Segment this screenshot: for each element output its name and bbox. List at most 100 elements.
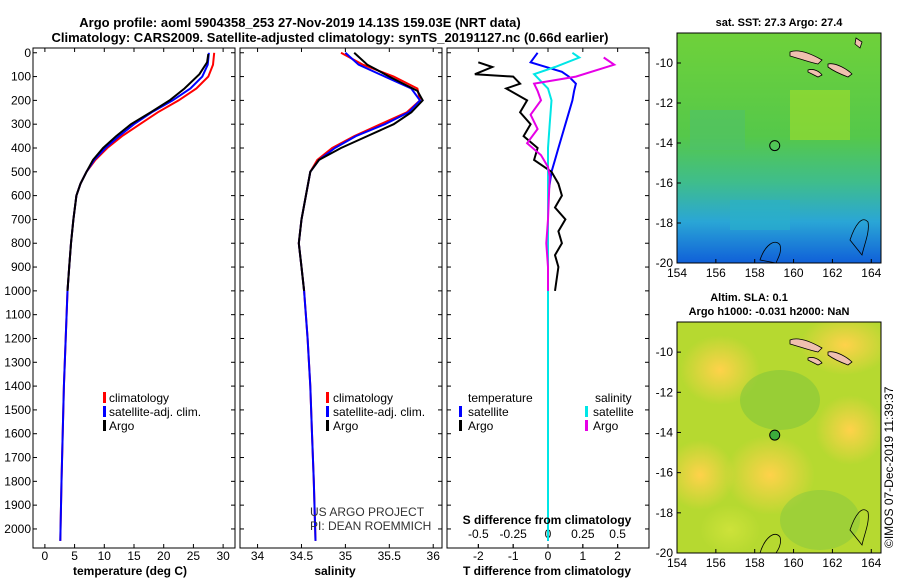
argo-position-marker [769, 429, 781, 441]
depth-tick-label: 700 [11, 212, 31, 226]
sla-mid-blob [700, 505, 760, 553]
reef-outline [849, 219, 869, 256]
sla-high-blob [680, 335, 760, 405]
x-tick-label: 34.5 [290, 549, 314, 563]
legend-label-argo: Argo [109, 419, 135, 433]
map-x-tick-label: 160 [784, 266, 804, 280]
figure-title-line1: Argo profile: aoml 5904358_253 27-Nov-20… [79, 15, 521, 30]
legend-swatch-t-satellite [459, 406, 462, 417]
map-y-tick-label: -18 [656, 216, 674, 230]
map-y-tick-label: -20 [656, 546, 674, 560]
x-tick-label: 5 [71, 549, 78, 563]
legend-swatch-climatology [326, 392, 329, 403]
legend-label-s-argo: Argo [593, 419, 619, 433]
map-x-tick-label: 162 [822, 266, 842, 280]
x-tick-label: 25 [187, 549, 201, 563]
map-y-tick-label: -12 [656, 96, 674, 110]
map-y-tick-label: -16 [656, 466, 674, 480]
x-tick-label: 34 [251, 549, 265, 563]
depth-tick-label: 500 [11, 165, 31, 179]
series-line-t-argo [474, 61, 567, 292]
x2-tick-label: -0.25 [499, 527, 527, 541]
x-tick-label: 10 [98, 549, 112, 563]
salinity-x-axis: 34 34.5 35 35.5 36 [251, 48, 440, 563]
argo-position-marker [769, 140, 781, 152]
series-line-argo [297, 52, 424, 292]
island-shape [827, 63, 853, 78]
island-shape [807, 357, 823, 366]
sla-low-blob [780, 490, 860, 550]
reef-outline [759, 533, 781, 553]
sst-map-frame [676, 32, 882, 264]
depth-tick-label: 1700 [4, 451, 31, 465]
credit-line1: US ARGO PROJECT [310, 505, 425, 519]
figure-title-line2: Climatology: CARS2009. Satellite-adjuste… [51, 30, 608, 45]
sla-high-blob [725, 435, 815, 515]
sst-cold-patch [730, 200, 790, 230]
x-tick-label: -2 [473, 549, 484, 563]
depth-tick-label: 0 [24, 46, 31, 60]
x2-tick-label: 0.5 [609, 527, 626, 541]
series-line-satellite-adj-clim- [297, 52, 422, 541]
sla-map-title-line2: Argo h1000: -0.031 h2000: NaN [689, 306, 850, 318]
depth-tick-marks [33, 52, 649, 530]
map-x-tick-label: 162 [822, 556, 842, 570]
map-y-tick-label: -18 [656, 506, 674, 520]
depth-tick-label: 600 [11, 189, 31, 203]
sla-map-field [677, 322, 881, 553]
depth-tick-label: 1600 [4, 427, 31, 441]
legend-swatch-t-argo [459, 420, 462, 431]
legend-swatch-s-satellite [585, 406, 588, 417]
depth-tick-label: 300 [11, 117, 31, 131]
watermark-text: ©IMOS 07-Dec-2019 11:39:37 [882, 386, 896, 548]
map-y-tick-label: -10 [656, 56, 674, 70]
depth-tick-label: 400 [11, 141, 31, 155]
sla-low-blob [740, 370, 820, 430]
map-x-tick-label: 164 [861, 266, 881, 280]
legend-label-climatology: climatology [109, 391, 169, 405]
legend-label-argo: Argo [333, 419, 359, 433]
sst-warm-patch [790, 90, 850, 140]
map-x-tick-label: 160 [784, 556, 804, 570]
x2-tick-label: 0.25 [571, 527, 595, 541]
legend-label-t-argo: Argo [468, 419, 494, 433]
legend-swatch-argo [103, 420, 106, 431]
sla-high-blob [815, 395, 881, 465]
island-shape [789, 338, 823, 353]
credit-line2: PI: DEAN ROEMMICH [310, 519, 431, 533]
salinity-panel-frame [239, 47, 443, 549]
legend-label-satellite: satellite-adj. clim. [333, 405, 425, 419]
map-y-tick-label: -14 [656, 136, 674, 150]
x-tick-label: 0 [545, 549, 552, 563]
legend-swatch-argo [326, 420, 329, 431]
series-line-s-argo [525, 56, 617, 291]
x-tick-label: 1 [579, 549, 586, 563]
legend-label-t-satellite: satellite [468, 405, 509, 419]
depth-tick-label: 200 [11, 93, 31, 107]
depth-tick-label: 1300 [4, 355, 31, 369]
series-line-t-satellite [528, 52, 578, 541]
legend-swatch-climatology [103, 392, 106, 403]
series-line-argo [66, 53, 210, 291]
sst-map-axes: 154 156 158 160 162 164 -10 -12 -14 -16 -18 -20 [656, 56, 882, 280]
x-tick-label: -1 [508, 549, 519, 563]
legend-swatch-satellite [326, 406, 329, 417]
island-shape [789, 50, 823, 65]
x-tick-label: 36 [427, 549, 441, 563]
x-tick-label: 30 [216, 549, 230, 563]
map-x-tick-label: 164 [861, 556, 881, 570]
legend-swatch-satellite [103, 406, 106, 417]
depth-tick-label: 1500 [4, 403, 31, 417]
legend-label-climatology: climatology [333, 391, 393, 405]
temperature-series [59, 52, 216, 541]
depth-tick-label: 100 [11, 70, 31, 84]
temperature-legend: climatology satellite-adj. clim. Argo [103, 391, 201, 433]
x-tick-label: 20 [157, 549, 171, 563]
depth-tick-label: 1900 [4, 498, 31, 512]
reef-outline [759, 241, 781, 263]
legend-swatch-s-argo [585, 420, 588, 431]
sla-map-axes: 154 156 158 160 162 164 -10 -12 -14 -16 -18 -20 [656, 345, 882, 570]
depth-tick-label: 1800 [4, 474, 31, 488]
depth-tick-label: 1100 [5, 308, 31, 322]
